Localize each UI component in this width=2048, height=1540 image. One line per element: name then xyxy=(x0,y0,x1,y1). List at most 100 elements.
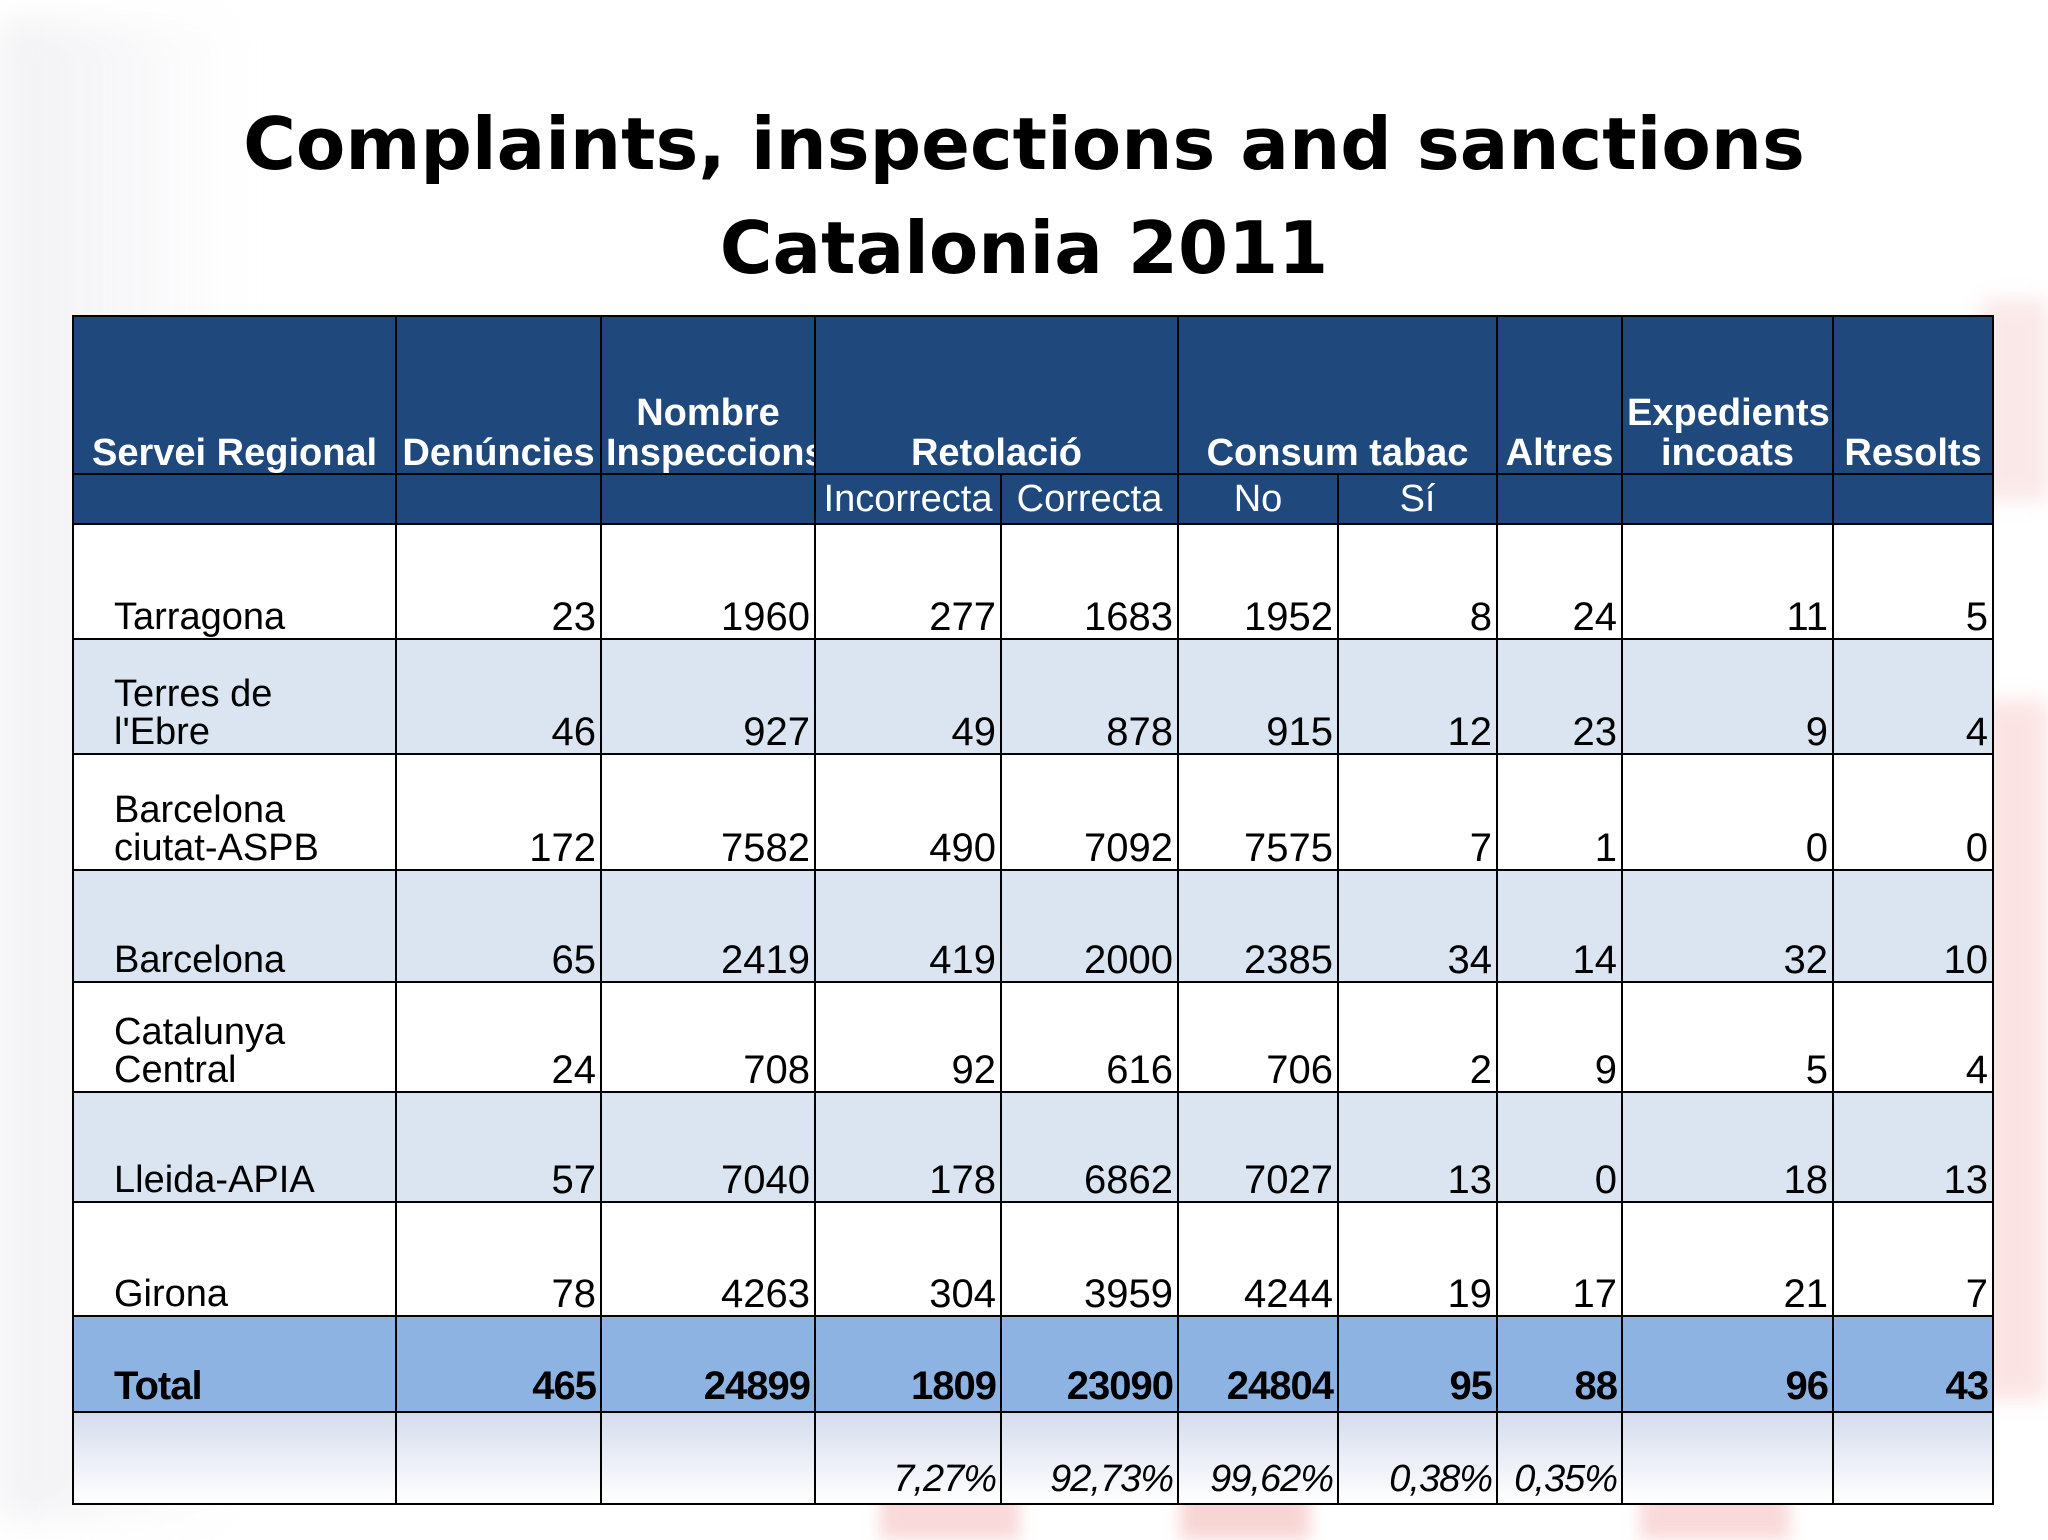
cell-altres: 9 xyxy=(1496,981,1624,1093)
slide-title-line1: Complaints, inspections and sanctions xyxy=(243,102,1805,186)
region-name: Lleida-APIA xyxy=(72,1091,397,1203)
cell-si: 19 xyxy=(1337,1201,1499,1317)
cell-si: 7 xyxy=(1337,753,1499,871)
table-row: Lleida-APIA 57 7040 178 6862 7027 13 0 18 13 xyxy=(72,1091,1995,1203)
total-altres: 88 xyxy=(1496,1315,1624,1413)
cell-si: 8 xyxy=(1337,523,1499,640)
cell-expedients: 32 xyxy=(1621,869,1835,983)
pct-empty xyxy=(600,1411,816,1505)
region-name-line2: Lleida-APIA xyxy=(114,1159,315,1201)
cell-inspeccions: 7040 xyxy=(600,1091,816,1203)
sanctions-table: Servei Regional Denúncies Nombre Inspecci… xyxy=(72,315,1995,1505)
cell-correcta: 6862 xyxy=(999,1091,1180,1203)
cell-incorrecta: 277 xyxy=(814,523,1002,640)
cell-incorrecta: 49 xyxy=(814,638,1002,755)
header-inspeccions: Nombre Inspeccions xyxy=(600,315,816,475)
cell-no: 2385 xyxy=(1177,869,1340,983)
subheader-empty xyxy=(1832,473,1995,525)
table-row: Barcelona 65 2419 419 2000 2385 34 14 32 10 xyxy=(72,869,1995,983)
cell-expedients: 21 xyxy=(1621,1201,1835,1317)
cell-correcta: 878 xyxy=(999,638,1180,755)
region-name: Catalunya Central xyxy=(72,981,397,1093)
table-row: Barcelona ciutat-ASPB 172 7582 490 7092 7575 7 1… xyxy=(72,753,1995,871)
cell-inspeccions: 4263 xyxy=(600,1201,816,1317)
cell-correcta: 7092 xyxy=(999,753,1180,871)
cell-resolts: 5 xyxy=(1832,523,1995,640)
subheader-empty xyxy=(1496,473,1624,525)
cell-denuncies: 24 xyxy=(395,981,602,1093)
pct-empty xyxy=(72,1411,397,1505)
subheader-empty xyxy=(395,473,602,525)
pct-correcta: 92,73% xyxy=(999,1411,1180,1505)
cell-resolts: 4 xyxy=(1832,981,1995,1093)
region-name-line1: Terres de xyxy=(114,673,273,715)
cell-no: 1952 xyxy=(1177,523,1340,640)
cell-resolts: 13 xyxy=(1832,1091,1995,1203)
cell-no: 7575 xyxy=(1177,753,1340,871)
header-servei-regional: Servei Regional xyxy=(72,315,397,475)
cell-incorrecta: 178 xyxy=(814,1091,1002,1203)
region-name: Tarragona xyxy=(72,523,397,640)
cell-denuncies: 65 xyxy=(395,869,602,983)
region-name-line1: Catalunya xyxy=(114,1011,286,1053)
cell-no: 915 xyxy=(1177,638,1340,755)
cell-incorrecta: 304 xyxy=(814,1201,1002,1317)
pct-empty xyxy=(1832,1411,1995,1505)
subheader-si: Sí xyxy=(1337,473,1499,525)
region-name-line2: Barcelona xyxy=(114,939,286,981)
total-si: 95 xyxy=(1337,1315,1499,1413)
cell-denuncies: 78 xyxy=(395,1201,602,1317)
cell-expedients: 18 xyxy=(1621,1091,1835,1203)
region-name: Girona xyxy=(72,1201,397,1317)
header-inspeccions-line1: Nombre xyxy=(636,392,780,434)
table-row: Catalunya Central 24 708 92 616 706 2 9 5 4 xyxy=(72,981,1995,1093)
cell-inspeccions: 708 xyxy=(600,981,816,1093)
header-expedients: Expedients incoats xyxy=(1621,315,1835,475)
cell-inspeccions: 1960 xyxy=(600,523,816,640)
cell-incorrecta: 490 xyxy=(814,753,1002,871)
cell-resolts: 7 xyxy=(1832,1201,1995,1317)
cell-altres: 1 xyxy=(1496,753,1624,871)
header-denuncies: Denúncies xyxy=(395,315,602,475)
cell-expedients: 9 xyxy=(1621,638,1835,755)
region-name-line2: Tarragona xyxy=(114,596,286,638)
table-body: Tarragona 23 1960 277 1683 1952 8 24 11 5 Terres d… xyxy=(72,523,1995,1317)
total-row: Total 465 24899 1809 23090 24804 95 88 9… xyxy=(72,1315,1995,1413)
region-name-line1: Barcelona xyxy=(114,789,286,831)
cell-no: 706 xyxy=(1177,981,1340,1093)
cell-denuncies: 46 xyxy=(395,638,602,755)
cell-no: 4244 xyxy=(1177,1201,1340,1317)
cell-correcta: 3959 xyxy=(999,1201,1180,1317)
pct-empty xyxy=(395,1411,602,1505)
cell-expedients: 0 xyxy=(1621,753,1835,871)
cell-si: 12 xyxy=(1337,638,1499,755)
cell-correcta: 2000 xyxy=(999,869,1180,983)
cell-si: 13 xyxy=(1337,1091,1499,1203)
cell-altres: 24 xyxy=(1496,523,1624,640)
header-altres: Altres xyxy=(1496,315,1624,475)
cell-no: 7027 xyxy=(1177,1091,1340,1203)
total-no: 24804 xyxy=(1177,1315,1340,1413)
slide-title: Complaints, inspections and sanctions Ca… xyxy=(0,92,2048,300)
cell-denuncies: 23 xyxy=(395,523,602,640)
slide-title-line2: Catalonia 2011 xyxy=(719,206,1329,290)
table-row: Girona 78 4263 304 3959 4244 19 17 21 7 xyxy=(72,1201,1995,1317)
cell-altres: 23 xyxy=(1496,638,1624,755)
cell-correcta: 616 xyxy=(999,981,1180,1093)
total-denuncies: 465 xyxy=(395,1315,602,1413)
cell-expedients: 11 xyxy=(1621,523,1835,640)
total-inspeccions: 24899 xyxy=(600,1315,816,1413)
total-incorrecta: 1809 xyxy=(814,1315,1002,1413)
pct-no: 99,62% xyxy=(1177,1411,1340,1505)
pct-empty xyxy=(1621,1411,1835,1505)
total-correcta: 23090 xyxy=(999,1315,1180,1413)
subheader-row: Incorrecta Correcta No Sí xyxy=(72,473,1995,525)
percentage-row: 7,27% 92,73% 99,62% 0,38% 0,35% xyxy=(72,1411,1995,1505)
pct-incorrecta: 7,27% xyxy=(814,1411,1002,1505)
region-name: Barcelona xyxy=(72,869,397,983)
region-name-line2: ciutat-ASPB xyxy=(114,827,319,869)
header-resolts: Resolts xyxy=(1832,315,1995,475)
header-row: Servei Regional Denúncies Nombre Inspecci… xyxy=(72,315,1995,475)
cell-resolts: 10 xyxy=(1832,869,1995,983)
cell-incorrecta: 92 xyxy=(814,981,1002,1093)
